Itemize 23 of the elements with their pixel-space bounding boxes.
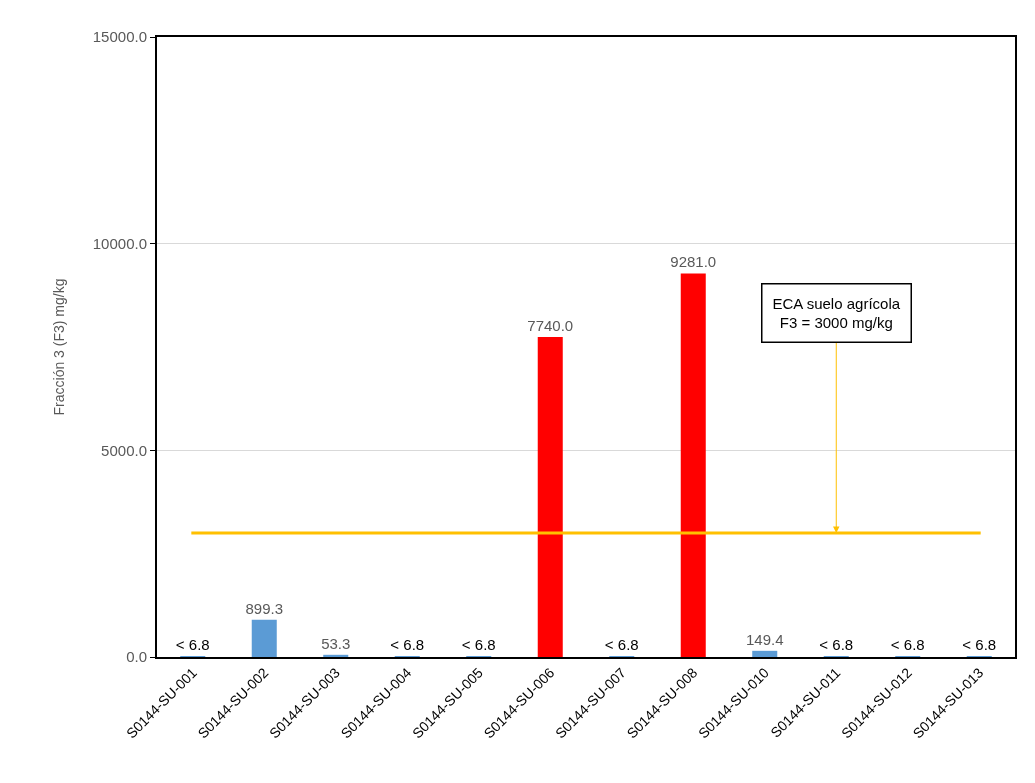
data-label: < 6.8 <box>390 636 425 653</box>
bar <box>680 273 706 657</box>
data-label: < 6.8 <box>461 636 496 653</box>
y-axis-title: Fracción 3 (F3) mg/kg <box>50 278 67 416</box>
bar <box>752 650 778 657</box>
bar <box>251 619 277 657</box>
data-label: 9281.0 <box>670 253 717 271</box>
y-tick-label: 10000.0 <box>92 234 147 252</box>
bar <box>323 654 349 657</box>
data-label: < 6.8 <box>604 636 639 653</box>
bar <box>537 337 563 657</box>
y-tick-label: 15000.0 <box>92 28 147 46</box>
data-label: < 6.8 <box>175 636 210 653</box>
data-label: < 6.8 <box>890 636 925 653</box>
annotation: ECA suelo agrícola F3 = 3000 mg/kg <box>772 294 901 331</box>
data-label: 7740.0 <box>527 317 574 335</box>
data-label: 149.4 <box>745 630 784 648</box>
y-tick-label: 0.0 <box>126 648 147 666</box>
data-label: < 6.8 <box>962 636 997 653</box>
data-label: 53.3 <box>321 634 351 652</box>
data-label: < 6.8 <box>819 636 854 653</box>
data-label: 899.3 <box>245 599 284 617</box>
y-tick-label: 5000.0 <box>101 441 147 459</box>
